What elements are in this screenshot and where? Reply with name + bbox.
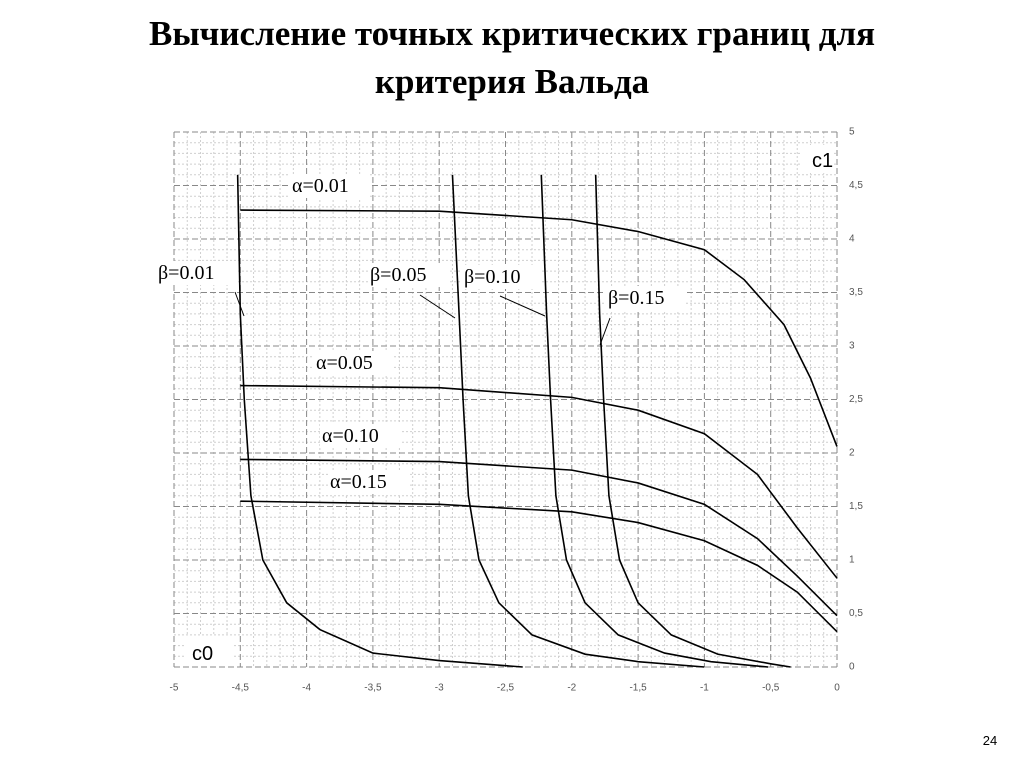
slide-title: критерия Вальда (375, 62, 649, 101)
curve (451, 174, 705, 668)
curve-label: α=0.10 (322, 425, 379, 447)
y-tick-label: 4 (849, 234, 855, 245)
y-tick-label: 3,5 (849, 287, 863, 298)
x-tick-label: -2,5 (497, 683, 515, 694)
x-tick-label: -1 (700, 683, 709, 694)
label-background (156, 261, 236, 285)
label-background (462, 265, 542, 289)
y-tick-label: 1 (849, 555, 855, 566)
curve-label: β=0.15 (608, 287, 664, 309)
label-background (290, 174, 370, 198)
x-tick-label: -4,5 (232, 683, 250, 694)
curve (240, 500, 838, 633)
curve-label: β=0.01 (158, 262, 214, 284)
x-tick-label: -0,5 (762, 683, 780, 694)
curve (236, 174, 523, 668)
x-tick-label: -5 (170, 683, 179, 694)
curve (594, 174, 791, 668)
x-tick-label: -2 (567, 683, 576, 694)
curve (240, 209, 838, 447)
x-tick-label: -4 (302, 683, 311, 694)
y-tick-label: 0 (849, 662, 855, 673)
x-tick-label: -3 (435, 683, 444, 694)
label-background (800, 145, 832, 173)
curve-label: α=0.05 (316, 352, 373, 374)
y-tick-label: 0,5 (849, 608, 863, 619)
leader-line (234, 291, 245, 317)
slide-title: Вычисление точных критических границ для (149, 14, 875, 53)
y-tick-label: 2 (849, 448, 855, 459)
y-tick-label: 1,5 (849, 501, 863, 512)
y-tick-label: 3 (849, 341, 855, 352)
curve-label: β=0.05 (370, 264, 426, 286)
leader-line (419, 294, 456, 319)
chart: -5 -4,5 -4 -3,5 -3 -2,5 -2 -1,5 -1 -0,5 00 0,5 1 1,5 2… (156, 127, 863, 694)
curve (240, 384, 838, 579)
curve-label: β=0.10 (464, 266, 520, 288)
curve-label: α=0.01 (292, 175, 349, 197)
x-tick-label: 0 (834, 683, 840, 694)
y-tick-label: 4,5 (849, 180, 863, 191)
label-background (328, 470, 408, 494)
label-background (320, 424, 400, 448)
page-number: 24 (983, 733, 997, 748)
label-background (314, 351, 394, 375)
curve-label: α=0.15 (330, 471, 387, 493)
label-background (606, 286, 686, 310)
curve (540, 174, 769, 668)
x-tick-label: -1,5 (629, 683, 647, 694)
leader-line (599, 317, 611, 346)
curve (240, 458, 838, 617)
label-background (368, 263, 448, 287)
x-tick-label: -3,5 (364, 683, 382, 694)
leader-line (499, 295, 546, 317)
y-tick-label: 5 (849, 127, 855, 138)
x-axis-label: c0 (192, 643, 213, 665)
y-axis-label: c1 (812, 150, 833, 172)
label-background (185, 636, 233, 666)
y-tick-label: 2,5 (849, 394, 863, 405)
